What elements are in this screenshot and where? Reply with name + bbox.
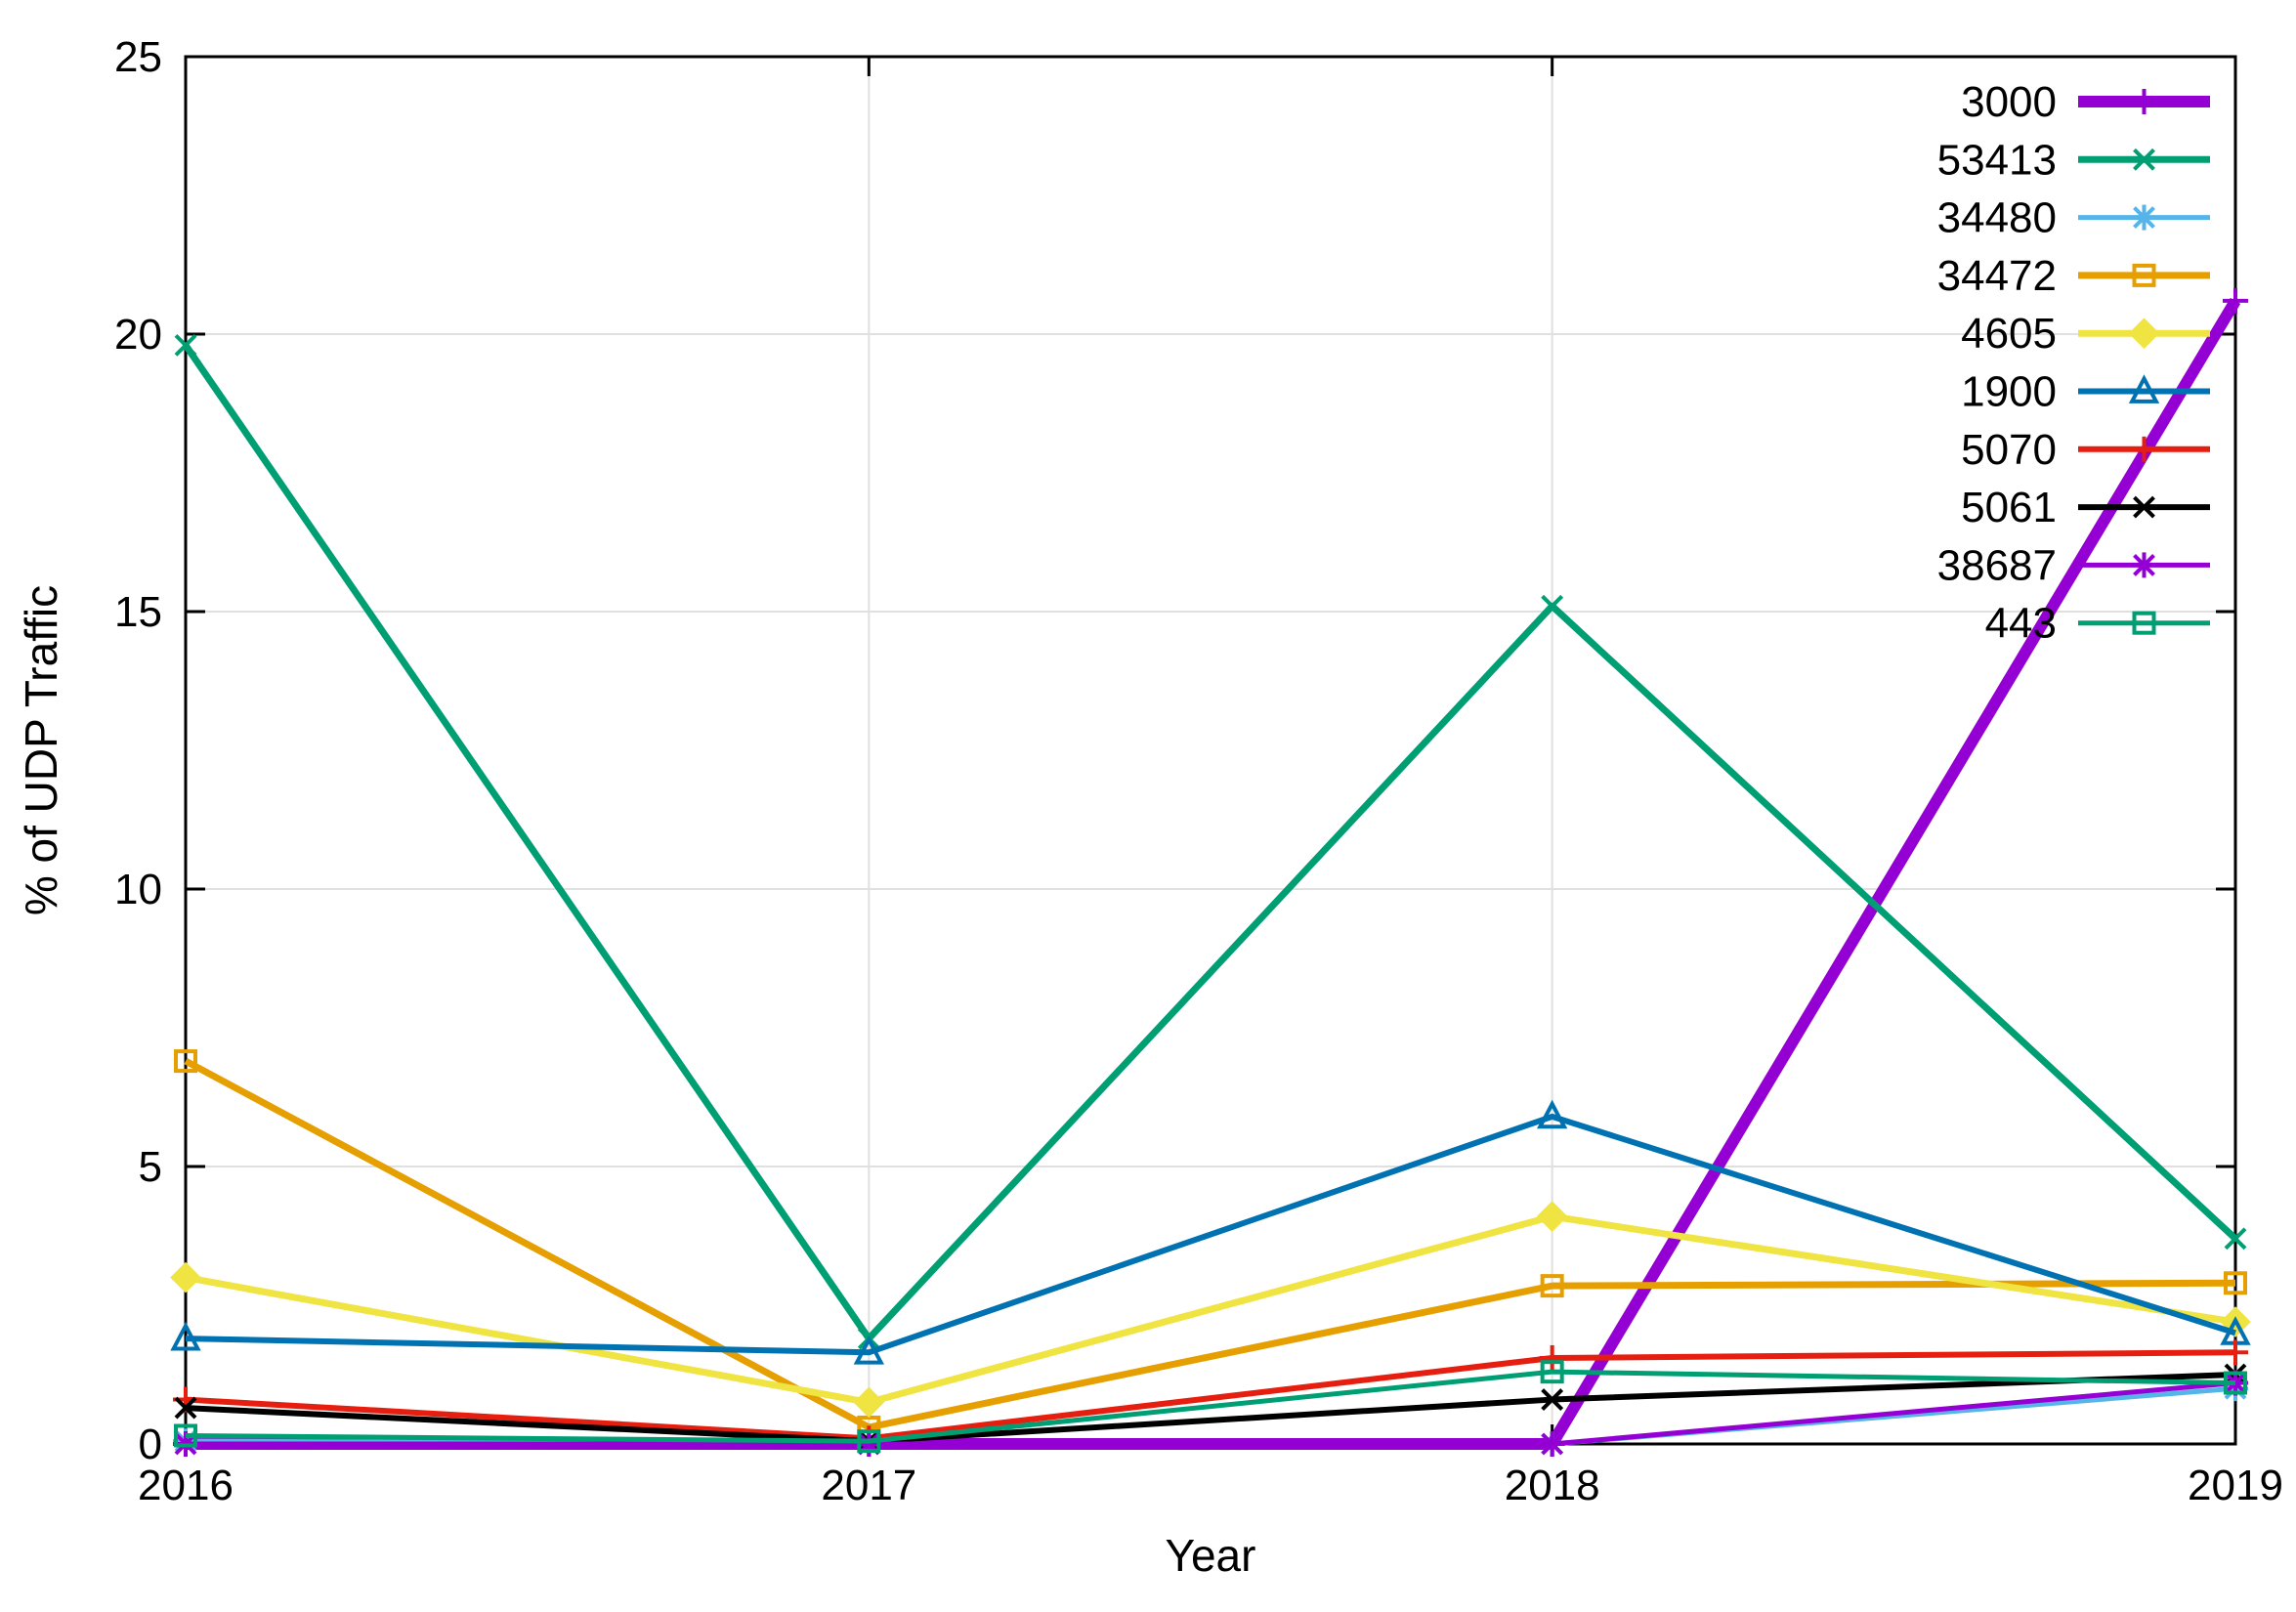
asterisk-marker (1541, 1432, 1564, 1456)
square-open-marker (1540, 1360, 1564, 1384)
x-marker (174, 333, 197, 357)
legend-label: 38687 (1937, 541, 2057, 589)
legend-label: 5061 (1961, 484, 2057, 531)
legend: 3000 53413 34480 34472 4605 1900 5070 5061 38687… (1937, 78, 2210, 648)
square-open-marker (174, 1423, 197, 1448)
series-line-1900 (185, 1113, 2236, 1356)
triangle-open-marker (853, 1335, 885, 1365)
legend-label: 443 (1985, 600, 2057, 648)
legend-label: 4605 (1961, 310, 2057, 358)
triangle-open-marker (170, 1321, 201, 1351)
legend-label: 5070 (1961, 426, 2057, 474)
legend-label: 34472 (1937, 252, 2057, 300)
x-tick-label: 2017 (821, 1462, 916, 1509)
y-tick-label: 10 (114, 866, 162, 913)
diamond-filled-marker (853, 1386, 885, 1419)
square-open-marker (174, 1049, 197, 1074)
series-line-34472 (184, 1057, 2236, 1431)
asterisk-marker (2133, 206, 2155, 230)
series-line-5061 (185, 1372, 2236, 1445)
x-marker (2133, 148, 2155, 171)
x-marker (1541, 594, 1564, 617)
legend-item-1900: 1900 (1961, 368, 2210, 416)
legend-item-3000: 3000 (1961, 78, 2210, 126)
legend-item-443: 443 (1985, 600, 2210, 648)
legend-item-53413: 53413 (1937, 136, 2210, 184)
square-open-marker (2224, 1371, 2247, 1395)
y-tick-label: 25 (114, 33, 162, 81)
x-marker (1541, 1388, 1564, 1411)
diamond-filled-marker (2128, 318, 2160, 350)
series-443 (174, 1360, 2247, 1454)
series-line-53413 (183, 343, 2238, 1342)
series-53413 (174, 333, 2247, 1350)
y-tick-label: 15 (114, 588, 162, 636)
legend-label: 3000 (1961, 78, 2057, 126)
legend-label: 53413 (1937, 136, 2057, 184)
square-open-marker (1540, 1274, 1564, 1298)
diamond-filled-marker (1536, 1201, 1568, 1232)
x-marker (174, 1396, 197, 1420)
legend-label: 34480 (1937, 194, 2057, 242)
triangle-open-marker (2128, 374, 2160, 403)
legend-item-34472: 34472 (1937, 252, 2210, 300)
y-tick-label: 5 (139, 1143, 162, 1191)
legend-item-4605: 4605 (1961, 310, 2210, 358)
series-layer (170, 287, 2251, 1457)
asterisk-marker (2133, 553, 2155, 576)
y-tick-label: 0 (139, 1421, 162, 1468)
square-open-marker (2132, 263, 2156, 287)
triangle-open-marker (1536, 1099, 1568, 1129)
series-line-5070 (185, 1349, 2236, 1442)
legend-item-5061: 5061 (1961, 484, 2210, 531)
series-1900 (170, 1099, 2251, 1365)
x-tick-label: 2016 (138, 1462, 234, 1509)
x-marker (2224, 1227, 2247, 1251)
square-open-marker (2224, 1271, 2247, 1295)
y-axis-title: % of UDP Traffic (16, 585, 66, 915)
x-axis-title: Year (1166, 1530, 1256, 1581)
legend-label: 1900 (1961, 368, 2057, 416)
series-line-4605 (185, 1212, 2236, 1406)
legend-item-5070: 5070 (1961, 426, 2210, 474)
legend-item-38687: 38687 (1937, 541, 2210, 589)
series-34472 (174, 1049, 2247, 1439)
x-marker (2133, 495, 2155, 519)
x-tick-label: 2018 (1505, 1462, 1600, 1509)
square-open-marker (857, 1429, 881, 1454)
legend-item-34480: 34480 (1937, 194, 2210, 242)
series-line-38687 (186, 1380, 2236, 1447)
y-tick-label: 20 (114, 311, 162, 359)
x-tick-label: 2019 (2188, 1462, 2283, 1509)
series-line-443 (185, 1369, 2236, 1444)
diamond-filled-marker (170, 1261, 201, 1294)
square-open-marker (2132, 611, 2156, 635)
